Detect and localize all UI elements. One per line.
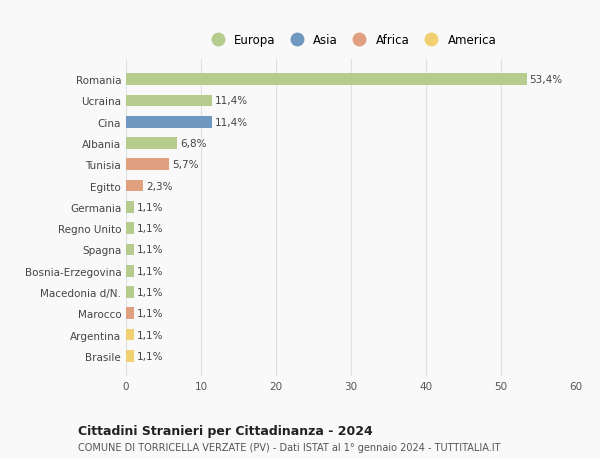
Bar [126,159,169,171]
Legend: Europa, Asia, Africa, America: Europa, Asia, Africa, America [202,31,500,51]
Bar [126,286,134,298]
Bar [126,117,212,128]
Bar [126,265,134,277]
Bar [126,95,212,107]
Bar [126,180,143,192]
Text: 53,4%: 53,4% [530,75,563,85]
Text: 1,1%: 1,1% [137,202,164,213]
Bar [126,138,177,150]
Bar [126,223,134,235]
Text: 2,3%: 2,3% [146,181,173,191]
Text: 5,7%: 5,7% [172,160,198,170]
Bar [126,202,134,213]
Bar [126,308,134,319]
Text: 11,4%: 11,4% [215,118,248,128]
Text: Cittadini Stranieri per Cittadinanza - 2024: Cittadini Stranieri per Cittadinanza - 2… [78,425,373,437]
Bar [126,350,134,362]
Bar [126,244,134,256]
Text: 1,1%: 1,1% [137,266,164,276]
Text: COMUNE DI TORRICELLA VERZATE (PV) - Dati ISTAT al 1° gennaio 2024 - TUTTITALIA.I: COMUNE DI TORRICELLA VERZATE (PV) - Dati… [78,442,500,452]
Text: 1,1%: 1,1% [137,308,164,319]
Text: 6,8%: 6,8% [180,139,206,149]
Bar [126,74,527,86]
Bar [126,329,134,341]
Text: 11,4%: 11,4% [215,96,248,106]
Text: 1,1%: 1,1% [137,224,164,234]
Text: 1,1%: 1,1% [137,351,164,361]
Text: 1,1%: 1,1% [137,245,164,255]
Text: 1,1%: 1,1% [137,287,164,297]
Text: 1,1%: 1,1% [137,330,164,340]
